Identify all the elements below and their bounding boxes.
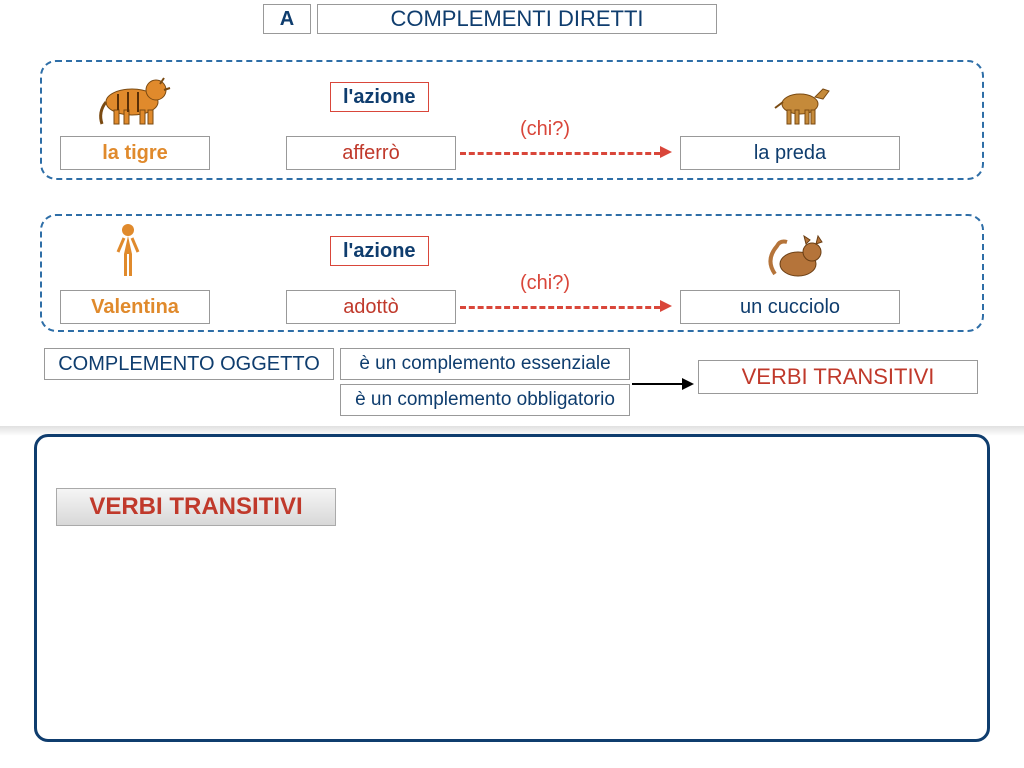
- row2-arrow-head: [660, 300, 672, 312]
- header-title: COMPLEMENTI DIRETTI: [317, 4, 717, 34]
- row1-object: la preda: [680, 136, 900, 170]
- info-desc2: è un complemento obbligatorio: [340, 384, 630, 416]
- row1-question: (chi?): [520, 118, 570, 141]
- row1-arrow-head: [660, 146, 672, 158]
- header-letter: A: [263, 4, 311, 34]
- tiger-icon: [90, 72, 180, 127]
- row1-question-text: (chi?): [520, 118, 570, 140]
- row2-object: un cucciolo: [680, 290, 900, 324]
- row2-question: (chi?): [520, 272, 570, 295]
- info-target: VERBI TRANSITIVI: [698, 360, 978, 394]
- row1-action-label-text: l'azione: [343, 86, 416, 109]
- row2-arrow: [460, 306, 660, 309]
- row1-verb-text: afferrò: [342, 142, 399, 165]
- info-desc1-text: è un complemento essenziale: [359, 353, 610, 375]
- header-title-text: COMPLEMENTI DIRETTI: [390, 6, 643, 32]
- row1-arrow: [460, 152, 660, 155]
- row2-verb-text: adottò: [343, 296, 399, 319]
- row1-subject-text: la tigre: [102, 142, 168, 165]
- deer-icon: [765, 72, 835, 127]
- row1-subject: la tigre: [60, 136, 210, 170]
- row2-object-text: un cucciolo: [740, 296, 840, 319]
- main-panel: [34, 434, 990, 742]
- info-label: COMPLEMENTO OGGETTO: [44, 348, 334, 380]
- row2-action-label: l'azione: [330, 236, 429, 266]
- info-desc2-text: è un complemento obbligatorio: [355, 389, 615, 411]
- row1-verb: afferrò: [286, 136, 456, 170]
- row2-action-label-text: l'azione: [343, 240, 416, 263]
- info-desc1: è un complemento essenziale: [340, 348, 630, 380]
- panel-title-text: VERBI TRANSITIVI: [89, 493, 302, 521]
- row1-object-text: la preda: [754, 142, 826, 165]
- row2-verb: adottò: [286, 290, 456, 324]
- info-arrow: [632, 376, 694, 392]
- row2-subject: Valentina: [60, 290, 210, 324]
- info-label-text: COMPLEMENTO OGGETTO: [58, 353, 320, 376]
- row2-question-text: (chi?): [520, 272, 570, 294]
- cat-icon: [760, 226, 830, 281]
- row2-subject-text: Valentina: [91, 296, 179, 319]
- person-icon: [108, 222, 148, 280]
- panel-title: VERBI TRANSITIVI: [56, 488, 336, 526]
- row1-action-label: l'azione: [330, 82, 429, 112]
- info-target-text: VERBI TRANSITIVI: [742, 364, 935, 390]
